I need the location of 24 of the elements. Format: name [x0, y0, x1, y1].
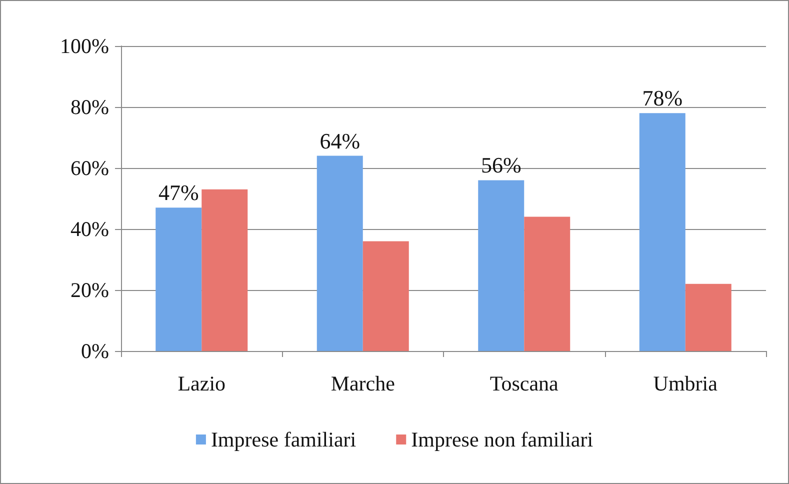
y-tick-label: 60% — [70, 156, 109, 180]
bar — [316, 156, 363, 351]
legend-label: Imprese non familiari — [411, 428, 594, 452]
data-label: 64% — [320, 128, 360, 154]
bar — [202, 189, 248, 351]
data-label: 78% — [642, 86, 683, 111]
x-tick-label: Toscana — [490, 372, 560, 396]
bar — [478, 180, 524, 351]
legend-label: Imprese familiari — [210, 428, 356, 452]
bar — [156, 208, 202, 351]
y-tick-label: 0% — [81, 339, 109, 363]
y-tick-label: 100% — [60, 34, 109, 58]
y-tick-label: 40% — [70, 217, 109, 241]
bar — [524, 216, 570, 351]
x-tick-label: Umbria — [653, 372, 718, 396]
y-tick-label: 20% — [70, 278, 109, 302]
bar — [685, 284, 732, 351]
data-label: 56% — [480, 152, 522, 178]
bar — [639, 113, 686, 351]
x-tick-label: Marche — [330, 372, 395, 396]
x-tick-label: Lazio — [178, 372, 226, 396]
data-label: 47% — [158, 180, 199, 206]
bar — [362, 241, 409, 351]
y-tick-label: 80% — [70, 95, 109, 119]
